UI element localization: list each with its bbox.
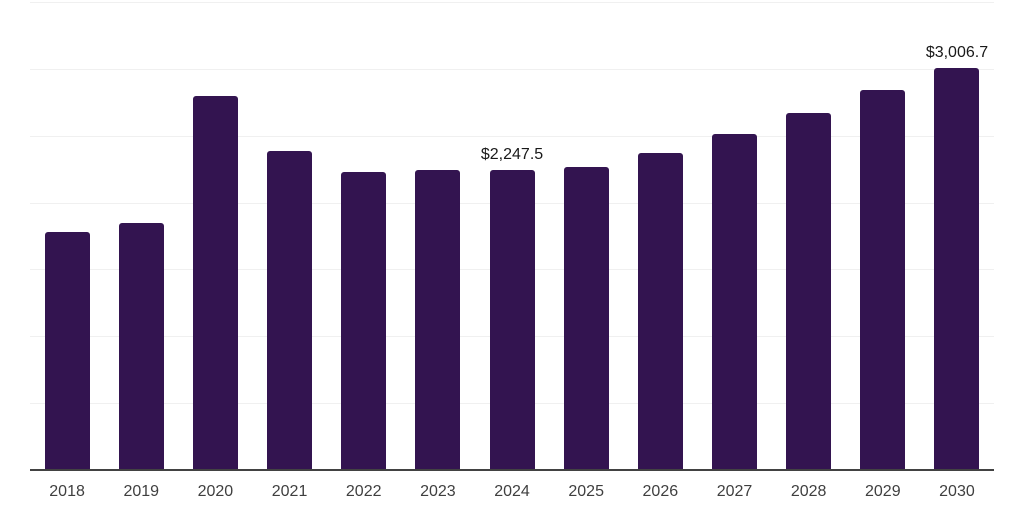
bar-2021[interactable] [267, 151, 313, 470]
bar-2018[interactable] [44, 231, 90, 470]
x-tick-2020: 2020 [197, 483, 234, 500]
bar-slot-2018 [30, 2, 104, 470]
gridline-3000 [30, 69, 994, 70]
x-tick-2027: 2027 [716, 483, 753, 500]
bar-slot-2028 [772, 2, 846, 470]
x-axis-labels: 2018 2019 2020 2021 2022 2023 2024 2025 2026 2027… [30, 484, 994, 500]
bar-slot-2024: $2,247.5 [475, 2, 549, 470]
x-axis-line [30, 469, 994, 471]
bar-slot-2029 [846, 2, 920, 470]
gridline-2500 [30, 136, 994, 137]
x-tick-2028: 2028 [790, 483, 827, 500]
bar-slot-2025 [549, 2, 623, 470]
bar-slot-2020 [178, 2, 252, 470]
x-tick-2019: 2019 [123, 483, 160, 500]
bar-2026[interactable] [637, 153, 683, 470]
x-tick-2029: 2029 [865, 483, 901, 500]
x-tick-2030: 2030 [939, 483, 975, 500]
bar-slot-2027 [697, 2, 771, 470]
bar-2022[interactable] [341, 172, 387, 470]
data-label-2030: $3,006.7 [925, 44, 989, 61]
x-tick-2023: 2023 [420, 483, 456, 500]
bar-2030[interactable] [934, 68, 980, 470]
bar-2019[interactable] [118, 222, 164, 470]
gridline-3500 [30, 2, 994, 3]
bar-2027[interactable] [711, 134, 757, 470]
bar-2020[interactable] [192, 96, 238, 470]
data-label-2024: $2,247.5 [480, 145, 544, 163]
x-tick-2024: 2024 [494, 483, 530, 500]
x-tick-2018: 2018 [49, 483, 85, 500]
bar-slot-2026 [623, 2, 697, 470]
x-tick-2026: 2026 [642, 483, 679, 500]
plot-area: $2,247.5 $3,006.7 [30, 2, 994, 470]
bar-slot-2021 [252, 2, 326, 470]
bar-2028[interactable] [786, 113, 832, 470]
bars-row: $2,247.5 $3,006.7 [30, 2, 994, 470]
x-tick-2022: 2022 [345, 483, 382, 500]
bar-2024[interactable] [489, 169, 535, 470]
bar-2023[interactable] [415, 170, 461, 470]
bar-2025[interactable] [563, 166, 609, 470]
bar-2029[interactable] [860, 90, 906, 470]
bar-slot-2030: $3,006.7 [920, 2, 994, 470]
bar-slot-2023 [401, 2, 475, 470]
x-tick-2021: 2021 [271, 483, 308, 500]
x-tick-2025: 2025 [568, 483, 604, 500]
bar-slot-2022 [327, 2, 401, 470]
bar-slot-2019 [104, 2, 178, 470]
